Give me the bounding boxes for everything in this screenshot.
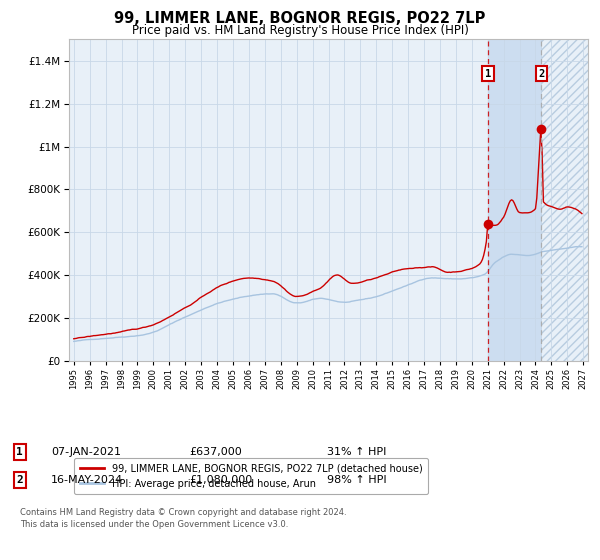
Text: 2: 2 [16,475,23,485]
Text: 98% ↑ HPI: 98% ↑ HPI [327,475,386,485]
Bar [488,39,541,361]
Text: 16-MAY-2024: 16-MAY-2024 [51,475,123,485]
Text: Price paid vs. HM Land Registry's House Price Index (HPI): Price paid vs. HM Land Registry's House … [131,24,469,37]
Text: 99, LIMMER LANE, BOGNOR REGIS, PO22 7LP: 99, LIMMER LANE, BOGNOR REGIS, PO22 7LP [115,11,485,26]
Bar [541,39,599,361]
Text: £637,000: £637,000 [189,447,242,457]
Text: 1: 1 [485,68,491,78]
Text: This data is licensed under the Open Government Licence v3.0.: This data is licensed under the Open Gov… [20,520,288,529]
Text: 2: 2 [538,68,544,78]
Text: 31% ↑ HPI: 31% ↑ HPI [327,447,386,457]
Text: Contains HM Land Registry data © Crown copyright and database right 2024.: Contains HM Land Registry data © Crown c… [20,508,346,517]
Bar [541,39,599,361]
Legend: 99, LIMMER LANE, BOGNOR REGIS, PO22 7LP (detached house), HPI: Average price, de: 99, LIMMER LANE, BOGNOR REGIS, PO22 7LP … [74,458,428,494]
Text: £1,080,000: £1,080,000 [189,475,252,485]
Text: 1: 1 [16,447,23,457]
Text: 07-JAN-2021: 07-JAN-2021 [51,447,121,457]
